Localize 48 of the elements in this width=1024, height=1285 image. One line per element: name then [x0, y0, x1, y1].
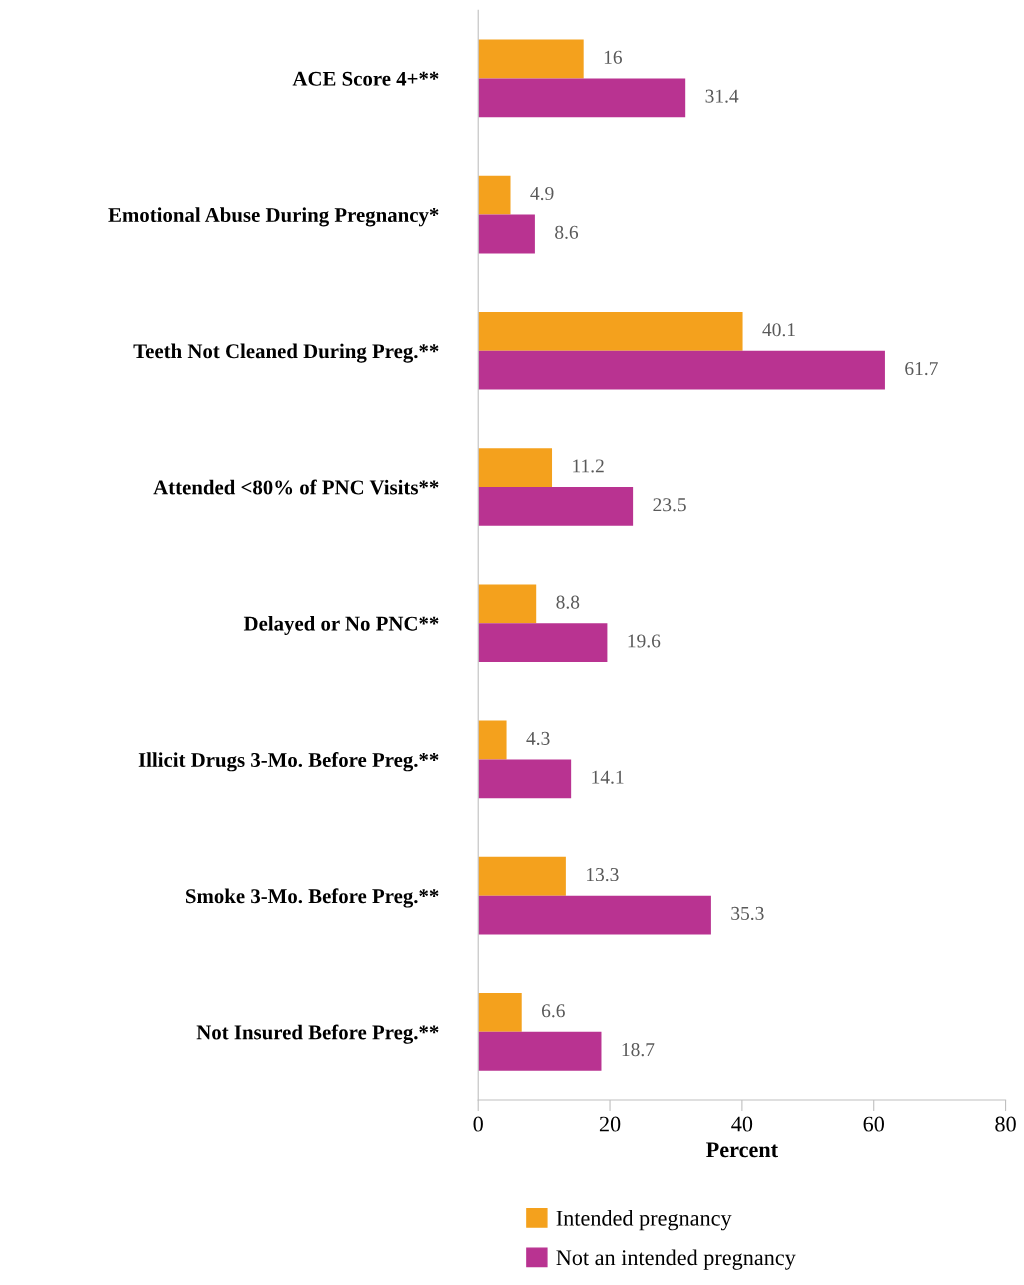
bar	[478, 311, 743, 351]
legend-label: Not an intended pregnancy	[556, 1249, 796, 1270]
data-label: 11.2	[573, 459, 604, 473]
data-label: 13.3	[587, 868, 619, 882]
data-label: 6.6	[542, 1004, 565, 1018]
y-tick-label: Smoke 3-Mo. Before Preg.**	[186, 888, 439, 908]
bar	[478, 993, 522, 1032]
bar	[478, 175, 511, 215]
data-label: 31.4	[705, 89, 739, 103]
bar	[478, 350, 885, 390]
bar	[478, 448, 553, 488]
y-tick-label: Not Insured Before Preg.**	[196, 1024, 439, 1044]
x-tick-label: 60	[863, 1116, 884, 1132]
data-label: 35.3	[731, 906, 764, 921]
data-label: 18.7	[622, 1043, 655, 1057]
data-label: 19.6	[628, 634, 661, 648]
y-tick-label: Teeth Not Cleaned During Preg.**	[133, 343, 439, 363]
data-label: 16	[604, 50, 622, 64]
x-tick-label: 20	[599, 1116, 621, 1132]
data-label: 4.3	[526, 731, 550, 745]
x-tick-label: 40	[731, 1116, 753, 1132]
data-label: 40.1	[762, 323, 795, 337]
bar	[478, 895, 711, 935]
bar	[478, 39, 584, 79]
data-label: 61.7	[905, 362, 938, 376]
bar	[478, 1031, 602, 1071]
bar	[478, 584, 537, 624]
data-label: 8.8	[556, 595, 580, 609]
data-label: 8.6	[555, 225, 579, 239]
y-tick-label: ACE Score 4+**	[292, 71, 439, 86]
data-label: 23.5	[653, 498, 686, 512]
y-tick-label: Emotional Abuse During Pregnancy*	[108, 207, 439, 227]
y-tick-label: Delayed or No PNC**	[243, 616, 439, 635]
bar	[478, 623, 608, 663]
bar	[478, 214, 535, 254]
bar	[478, 78, 686, 118]
data-label: 4.9	[530, 186, 554, 201]
y-tick-label: Illicit Drugs 3-Mo. Before Preg.**	[138, 752, 439, 772]
x-tick-label: 80	[995, 1116, 1016, 1132]
legend-label: Intended pregnancy	[556, 1210, 732, 1231]
bar	[478, 856, 566, 896]
data-label: 14.1	[592, 770, 624, 784]
x-tick-label: 0	[473, 1116, 483, 1132]
bar	[478, 720, 507, 760]
bar	[478, 759, 572, 799]
y-tick-label: Attended <80% of PNC Visits**	[153, 479, 439, 495]
x-axis-title: Percent	[706, 1142, 778, 1158]
bar	[478, 487, 634, 526]
